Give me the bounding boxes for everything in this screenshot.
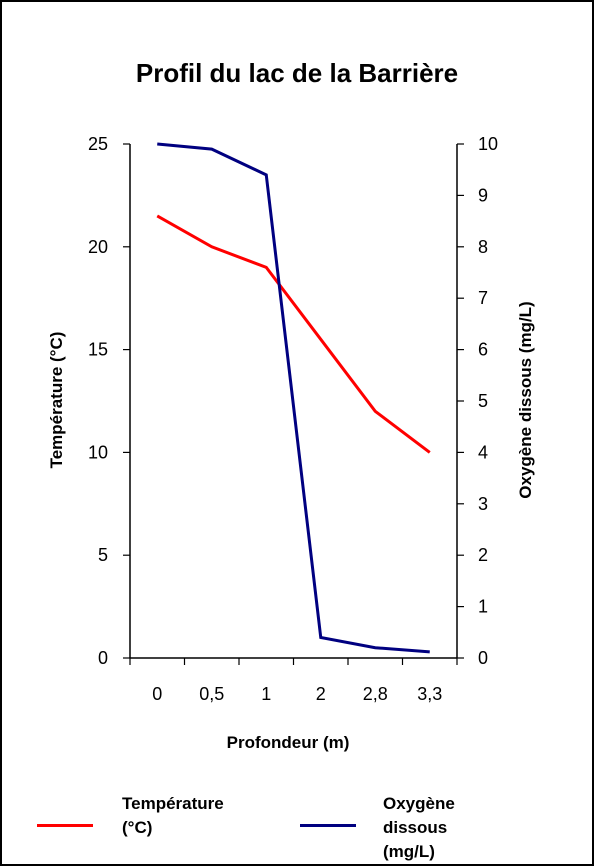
x-tick-label: 0 xyxy=(152,684,162,704)
x-tick-label: 1 xyxy=(261,684,271,704)
y-left-tick-label: 15 xyxy=(88,340,108,360)
oxygen-series-line xyxy=(157,142,430,654)
y-left-axis-title: Température (°C) xyxy=(47,332,66,469)
y-right-tick-label: 3 xyxy=(478,494,488,514)
y-left-tick-label: 25 xyxy=(88,134,108,154)
left-axis-ticks: 0 5 10 15 20 25 xyxy=(88,134,130,668)
right-axis-ticks: 0 1 2 3 4 5 6 7 8 9 10 xyxy=(457,134,498,668)
legend-label-temperature: Température (°C) xyxy=(122,792,224,840)
y-left-tick-label: 10 xyxy=(88,442,108,462)
x-tick-label: 2,8 xyxy=(363,684,388,704)
y-right-tick-label: 8 xyxy=(478,237,488,257)
y-right-tick-label: 0 xyxy=(478,648,488,668)
x-axis-title: Profondeur (m) xyxy=(227,733,350,752)
x-tick-label: 0,5 xyxy=(199,684,224,704)
legend: Température (°C) Oxygène dissous (mg/L) xyxy=(0,790,594,861)
chart-title: Profil du lac de la Barrière xyxy=(135,58,459,88)
y-right-tick-label: 6 xyxy=(478,340,488,360)
legend-swatch-temperature xyxy=(37,824,93,827)
y-right-tick-label: 9 xyxy=(478,185,488,205)
x-tick-label: 2 xyxy=(316,684,326,704)
y-right-axis-title: Oxygène dissous (mg/L) xyxy=(516,301,535,498)
x-tick-label: 3,3 xyxy=(417,684,442,704)
series-group xyxy=(156,142,431,654)
legend-label-oxygen-line2: (mg/L) xyxy=(383,842,435,861)
y-left-tick-label: 5 xyxy=(98,545,108,565)
legend-label-temperature-line2: (°C) xyxy=(122,818,153,837)
y-left-tick-label: 20 xyxy=(88,237,108,257)
y-left-tick-label: 0 xyxy=(98,648,108,668)
legend-label-oxygen: Oxygène dissous (mg/L) xyxy=(383,792,455,864)
y-right-tick-label: 7 xyxy=(478,288,488,308)
x-axis-ticks: 0 0,5 1 2 2,8 3,3 xyxy=(129,658,458,704)
y-right-tick-label: 10 xyxy=(478,134,498,154)
y-right-tick-label: 1 xyxy=(478,597,488,617)
y-right-tick-label: 4 xyxy=(478,442,488,462)
y-right-tick-label: 5 xyxy=(478,391,488,411)
legend-swatch-oxygen xyxy=(300,824,356,827)
legend-label-oxygen-line1: Oxygène dissous xyxy=(383,794,455,837)
legend-label-temperature-line1: Température xyxy=(122,794,224,813)
y-right-tick-label: 2 xyxy=(478,545,488,565)
temperature-series-line xyxy=(156,214,431,454)
